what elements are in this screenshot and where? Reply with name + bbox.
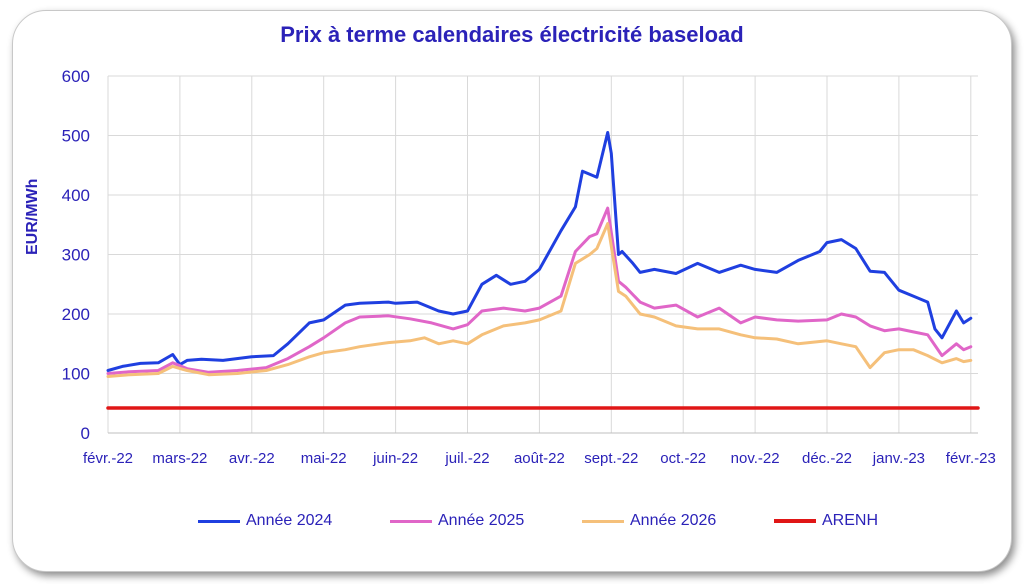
grid-lines <box>107 75 978 434</box>
x-tick-label: févr.-22 <box>83 450 133 467</box>
chart-title: Prix à terme calendaires électricité bas… <box>280 22 744 47</box>
y-tick-label: 200 <box>62 305 90 324</box>
chart-card <box>12 10 1012 572</box>
x-tick-labels: févr.-22 mars-22 avr.-22 mai-22 juin-22 juil.… <box>83 450 996 467</box>
y-tick-label: 0 <box>81 424 90 443</box>
x-tick-label: juin-22 <box>372 450 418 467</box>
series-line-2 <box>106 222 973 378</box>
y-tick-label: 600 <box>62 67 90 86</box>
y-tick-labels: 0 100 200 300 400 500 600 <box>62 67 90 443</box>
x-tick-label: févr.-23 <box>946 450 996 467</box>
y-tick-label: 300 <box>62 246 90 265</box>
legend-swatch-2025 <box>390 519 432 523</box>
series-line-1 <box>106 206 973 375</box>
x-tick-label: janv.-23 <box>872 450 925 467</box>
x-tick-label: sept.-22 <box>584 450 638 467</box>
x-tick-label: juil.-22 <box>444 450 489 467</box>
y-tick-label: 500 <box>62 127 90 146</box>
series-line-0 <box>106 131 973 372</box>
x-tick-label: déc.-22 <box>802 450 852 467</box>
legend-item-2025: Année 2025 <box>390 512 524 530</box>
x-tick-label: mars-22 <box>152 450 207 467</box>
x-tick-label: mai-22 <box>301 450 347 467</box>
legend-swatch-arenh <box>774 519 816 523</box>
y-tick-label: 100 <box>62 365 90 384</box>
legend-item-arenh: ARENH <box>774 512 878 530</box>
legend-item-2026: Année 2026 <box>582 512 716 530</box>
x-tick-label: avr.-22 <box>229 450 275 467</box>
legend-item-2024: Année 2024 <box>198 512 332 530</box>
y-tick-label: 400 <box>62 186 90 205</box>
x-tick-label: nov.-22 <box>731 450 780 467</box>
legend-label-2026: Année 2026 <box>630 512 717 529</box>
series-lines <box>106 131 980 410</box>
legend-label-2025: Année 2025 <box>438 512 525 529</box>
legend-label-2024: Année 2024 <box>246 512 333 529</box>
x-tick-label: oct.-22 <box>660 450 706 467</box>
legend-label-arenh: ARENH <box>822 512 879 529</box>
legend-swatch-2026 <box>582 519 624 523</box>
legend: Année 2024 Année 2025 Année 2026 ARENH <box>0 512 1024 534</box>
x-tick-label: août-22 <box>514 450 565 467</box>
legend-swatch-2024 <box>198 519 240 523</box>
